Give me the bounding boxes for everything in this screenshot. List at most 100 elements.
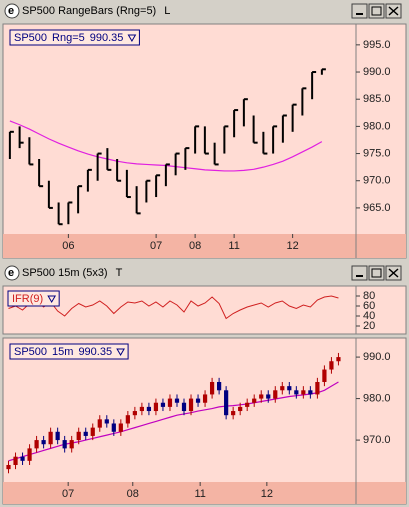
candle-body [90, 427, 95, 436]
candle-body [76, 431, 81, 441]
candle-body [224, 390, 229, 416]
candle-body [83, 431, 88, 436]
candle-body [280, 386, 285, 391]
dropdown-glyph[interactable] [116, 348, 125, 356]
y-tick-label: 20 [363, 320, 375, 332]
candle-body [125, 415, 130, 424]
title-bar [2, 264, 407, 283]
window-buttons[interactable] [351, 265, 402, 281]
indicator-area [2, 285, 407, 335]
candle-body [6, 464, 11, 470]
title-bar [2, 2, 407, 21]
candle-body [41, 440, 46, 445]
x-tick-label: 07 [62, 488, 74, 500]
close-glyph [388, 268, 399, 278]
dropdown-glyph[interactable] [127, 34, 137, 42]
window-buttons[interactable] [351, 3, 402, 19]
candle-body [315, 381, 320, 395]
window-flag: T [116, 267, 123, 279]
chart-area [2, 337, 407, 505]
candle-body [48, 431, 53, 445]
candle-body [308, 390, 313, 395]
close-glyph [388, 6, 399, 16]
candle-body [167, 398, 173, 407]
minimize-button[interactable] [351, 265, 368, 281]
legend-value: 990.35 [90, 32, 124, 44]
maximize-button[interactable] [368, 3, 385, 19]
legend-symbol: SP500 [14, 346, 47, 358]
candle-body [153, 402, 159, 412]
candle-body [266, 394, 271, 399]
x-tick-label: 12 [287, 240, 299, 252]
legend-symbol: SP500 [14, 32, 47, 44]
candle-body [217, 381, 222, 391]
candle-body [238, 406, 243, 412]
y-tick-label: 40 [363, 310, 375, 322]
y-tick-label: 80 [363, 290, 375, 302]
candle-body [322, 369, 327, 382]
app-icon-glyph: e [8, 267, 14, 279]
app-icon-glyph: e [8, 5, 14, 17]
candle-body [287, 386, 292, 391]
candle-body [69, 440, 74, 449]
candle-body [202, 394, 208, 403]
candle-body [55, 431, 60, 441]
y-tick-label: 970.0 [363, 175, 391, 187]
candle-body [34, 440, 39, 449]
candle-body [174, 398, 180, 403]
candle-body [97, 419, 102, 428]
candle-body [27, 448, 32, 461]
x-axis-band [3, 234, 406, 258]
y-tick-label: 975.0 [363, 147, 391, 159]
window-flag: L [164, 5, 170, 17]
maximize-button[interactable] [368, 265, 385, 281]
candle-body [132, 411, 137, 416]
legend-params: 15m [52, 346, 73, 358]
candle-body [209, 381, 215, 395]
y-tick-label: 970.0 [363, 434, 391, 446]
y-tick-label: 990.0 [363, 66, 391, 78]
candle-body [195, 398, 201, 403]
y-tick-label: 980.0 [363, 392, 391, 404]
indicator-line [8, 295, 339, 320]
x-tick-label: 11 [228, 240, 239, 252]
y-tick-label: 980.0 [363, 120, 391, 132]
window-title: SP500 RangeBars (Rng=5) [22, 5, 156, 17]
candle-body [294, 390, 299, 395]
app-icon [4, 265, 20, 281]
minimize-button[interactable] [351, 3, 368, 19]
window-title: SP500 15m (5x3) [22, 267, 108, 279]
legend-box[interactable] [7, 290, 60, 307]
legend-symbol: IFR(9) [12, 293, 43, 305]
candle-body [20, 456, 25, 461]
candle-body [245, 402, 250, 407]
candle-body [181, 402, 187, 412]
candle-body [139, 406, 144, 412]
dropdown-glyph[interactable] [47, 295, 57, 303]
app-icon [4, 3, 20, 19]
candle-body [13, 456, 18, 465]
y-tick-label: 965.0 [363, 202, 391, 214]
legend-value: 990.35 [78, 346, 112, 358]
candle-body [252, 398, 257, 403]
x-axis-band [3, 482, 406, 504]
legend-box[interactable] [9, 343, 129, 360]
candle-body [273, 390, 278, 399]
maximize-glyph [371, 268, 382, 278]
x-tick-label: 08 [127, 488, 139, 500]
legend-box[interactable] [9, 29, 140, 46]
candle-body [301, 390, 306, 395]
y-tick-label: 60 [363, 300, 375, 312]
candle-body [111, 423, 116, 432]
candle-body [336, 357, 341, 362]
x-tick-label: 07 [150, 240, 162, 252]
x-tick-label: 11 [194, 488, 205, 500]
x-tick-label: 06 [62, 240, 74, 252]
candle-body [118, 423, 123, 432]
y-tick-label: 990.0 [363, 351, 391, 363]
candle-body [62, 440, 67, 449]
candle-body [231, 411, 236, 416]
candle-body [259, 394, 264, 399]
